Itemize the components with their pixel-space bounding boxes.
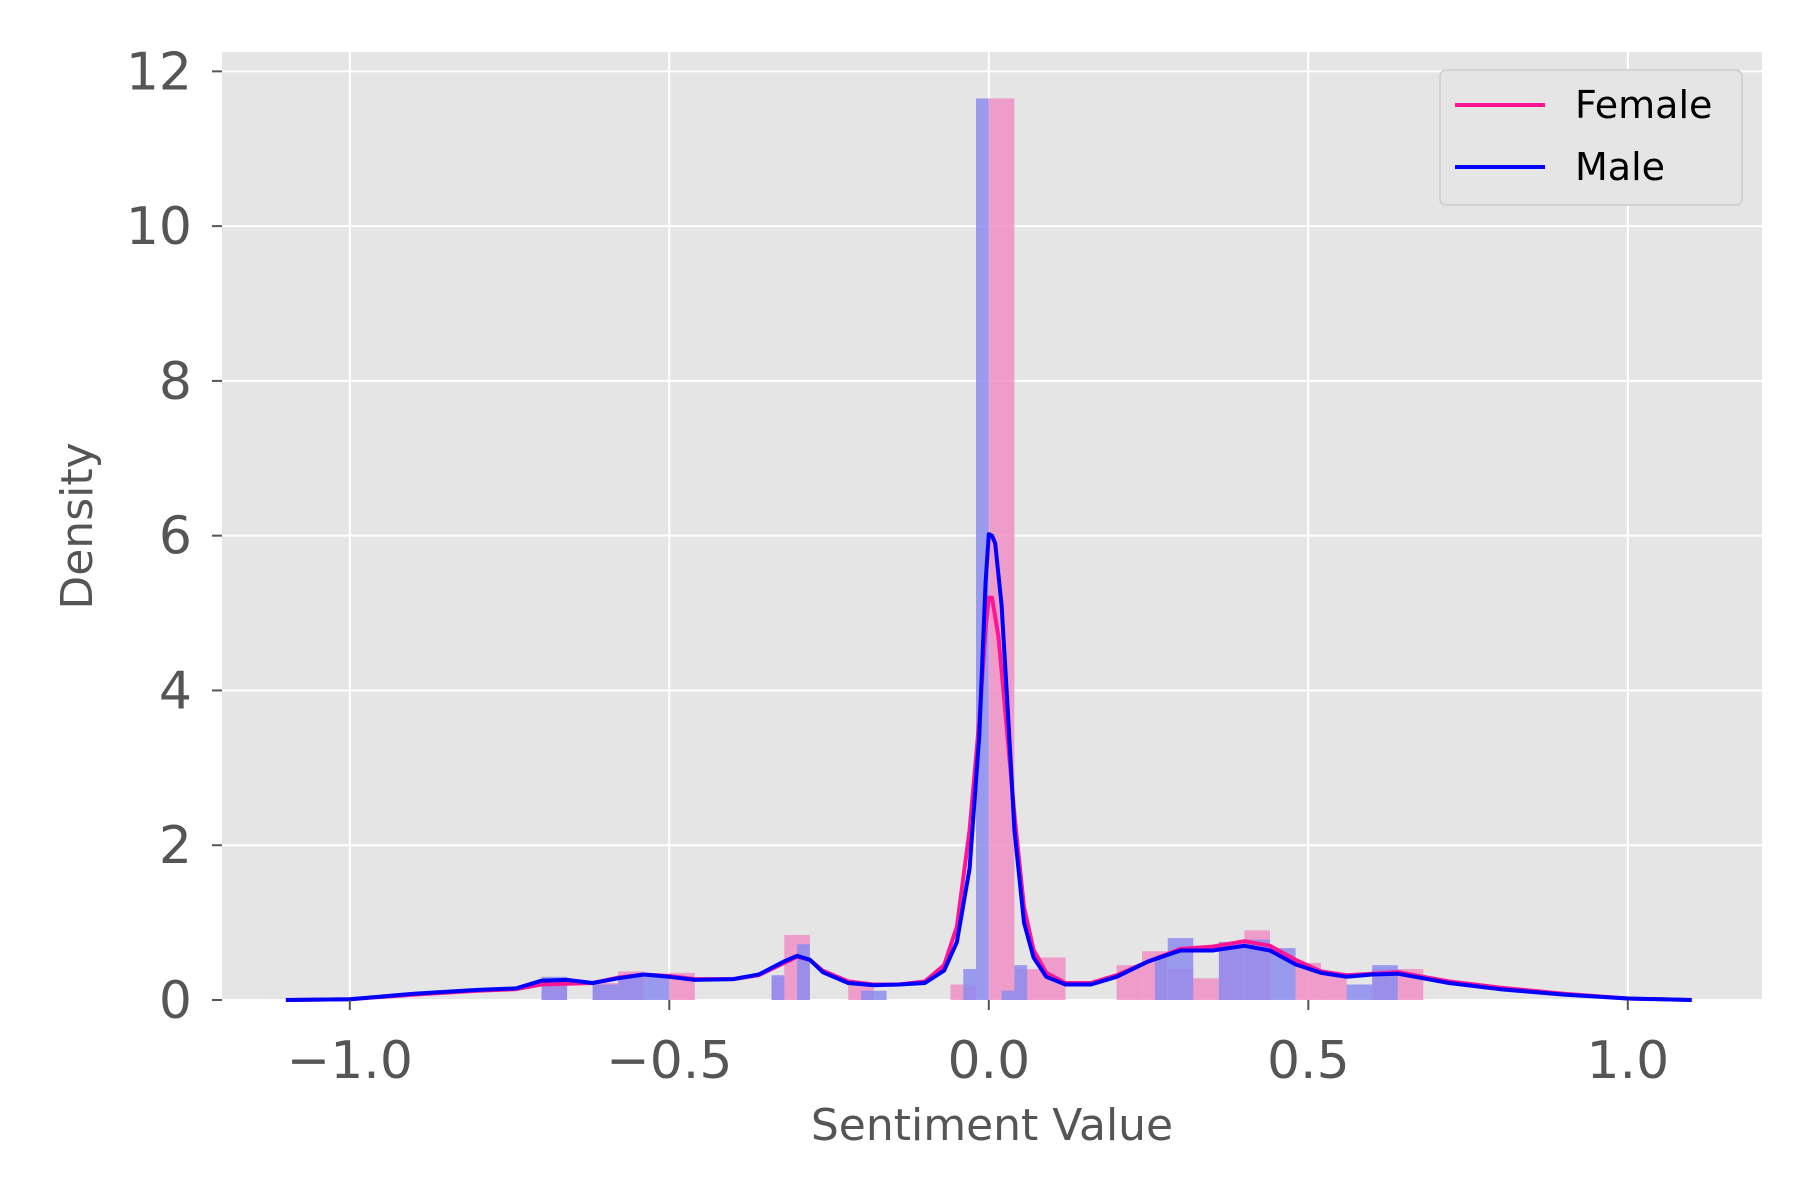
y-tick-label: 0 [159, 971, 192, 1031]
histogram-bar-male [592, 984, 619, 1000]
histogram-bar-female [988, 98, 1015, 1000]
x-tick-label: 0.0 [947, 1031, 1030, 1091]
x-tick-label: −1.0 [287, 1031, 413, 1091]
legend-label-female: Female [1575, 83, 1712, 127]
kde-line-male [285, 532, 1692, 1002]
x-axis-ticks: −1.0 −0.5 0.0 0.5 1.0 [287, 1000, 1669, 1091]
x-tick-label: 1.0 [1586, 1031, 1669, 1091]
histogram-bar-female [1193, 978, 1219, 1000]
y-tick-label: 4 [159, 661, 192, 721]
y-axis-ticks: 0 2 4 6 8 10 12 [126, 42, 222, 1031]
kde-lines [285, 532, 1692, 1002]
histogram-bar-male [771, 975, 785, 1000]
histogram-bar-male [861, 990, 887, 1000]
x-axis-label: Sentiment Value [811, 1100, 1173, 1151]
y-tick-label: 8 [159, 352, 192, 412]
histogram-bar-male [1346, 984, 1373, 1000]
histogram-bar-male [1001, 990, 1015, 1000]
histogram-bar-male [1218, 941, 1245, 1000]
y-axis-label: Density [52, 442, 103, 609]
histogram-bar-female [1321, 975, 1347, 1000]
histogram-bar-male [963, 969, 977, 1000]
histogram-bar-male [976, 98, 989, 1000]
histogram-bar-male [1154, 957, 1168, 1000]
y-tick-label: 2 [159, 816, 192, 876]
histogram-bar-male [643, 976, 670, 1000]
x-tick-label: 0.5 [1267, 1031, 1350, 1091]
y-tick-label: 10 [126, 197, 192, 257]
y-tick-label: 12 [126, 42, 192, 102]
histogram-bar-male [1014, 965, 1028, 1000]
histogram-bar-male [797, 944, 810, 1000]
y-tick-label: 6 [159, 507, 192, 567]
histogram-bars [541, 98, 1424, 1000]
legend-label-male: Male [1575, 145, 1665, 189]
legend: Female Male [1439, 69, 1743, 206]
x-tick-label: −0.5 [606, 1031, 732, 1091]
